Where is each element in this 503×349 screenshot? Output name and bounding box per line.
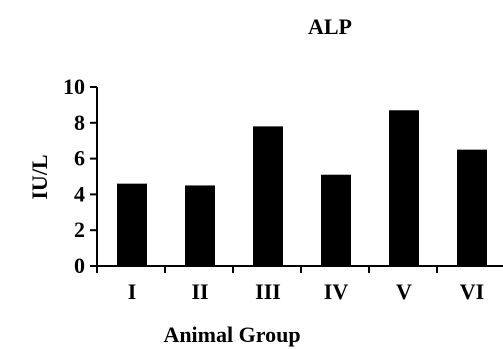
x-tick-label-VI: VI — [460, 279, 484, 304]
x-axis-ticks: I II III IV V VI — [96, 266, 484, 304]
y-axis-ticks: 0 2 4 6 8 10 — [63, 74, 97, 278]
y-tick-label: 8 — [74, 110, 85, 135]
y-tick-label: 2 — [74, 217, 85, 242]
y-tick-label: 10 — [63, 74, 85, 99]
bars — [117, 110, 487, 267]
bar-V — [389, 110, 419, 267]
y-tick-label: 0 — [74, 253, 85, 278]
bar-II — [185, 185, 215, 266]
bar-III — [253, 126, 283, 266]
x-tick-label-V: V — [396, 279, 412, 304]
x-tick-label-II: II — [191, 279, 208, 304]
x-axis-label: Animal Group — [163, 322, 300, 347]
x-tick-label-III: III — [255, 279, 281, 304]
x-tick-label-IV: IV — [324, 279, 349, 304]
y-axis-label: IU/L — [27, 154, 52, 199]
y-tick-label: 6 — [74, 146, 85, 171]
bar-IV — [321, 174, 351, 266]
bar-VI — [457, 149, 487, 266]
bar-I — [117, 183, 147, 266]
y-tick-label: 4 — [74, 181, 85, 206]
chart-title: ALP — [308, 14, 352, 39]
x-tick-label-I: I — [128, 279, 137, 304]
